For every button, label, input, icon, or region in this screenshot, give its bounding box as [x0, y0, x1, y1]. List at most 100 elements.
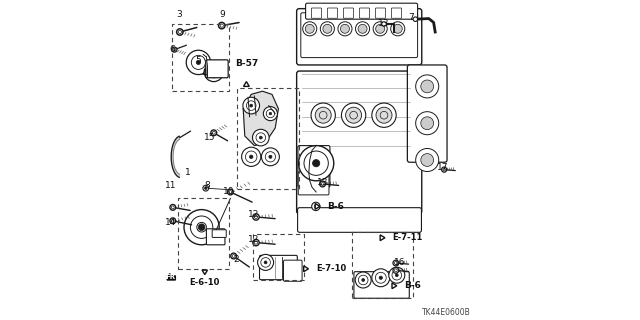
Circle shape: [376, 24, 385, 33]
Circle shape: [356, 22, 370, 36]
FancyBboxPatch shape: [260, 255, 297, 280]
Circle shape: [305, 24, 314, 33]
Text: 9: 9: [220, 10, 225, 19]
Circle shape: [303, 22, 317, 36]
Circle shape: [211, 130, 216, 136]
Circle shape: [320, 181, 326, 187]
Polygon shape: [244, 82, 250, 86]
Text: B-57: B-57: [235, 60, 258, 68]
Circle shape: [219, 22, 225, 29]
Circle shape: [312, 160, 320, 167]
Circle shape: [421, 117, 434, 130]
Circle shape: [298, 146, 334, 181]
Text: E-7-10: E-7-10: [316, 264, 346, 273]
Text: 7: 7: [408, 13, 414, 22]
Circle shape: [373, 22, 387, 36]
FancyBboxPatch shape: [297, 71, 422, 214]
Circle shape: [355, 272, 371, 288]
FancyBboxPatch shape: [206, 229, 225, 245]
Text: 13: 13: [317, 178, 329, 187]
FancyBboxPatch shape: [375, 8, 385, 18]
Polygon shape: [392, 283, 397, 289]
Text: E-6-10: E-6-10: [189, 278, 220, 287]
Circle shape: [269, 155, 272, 158]
Text: 4: 4: [202, 69, 207, 78]
Circle shape: [170, 204, 175, 210]
Text: 15: 15: [204, 133, 215, 142]
Circle shape: [338, 22, 352, 36]
Text: 3: 3: [177, 10, 182, 19]
Circle shape: [342, 103, 366, 127]
Text: 16: 16: [394, 258, 406, 267]
Text: 2: 2: [233, 255, 239, 264]
Circle shape: [372, 103, 396, 127]
FancyBboxPatch shape: [298, 146, 330, 187]
FancyBboxPatch shape: [328, 8, 338, 18]
Polygon shape: [315, 204, 320, 209]
Circle shape: [312, 202, 320, 211]
Text: B-6: B-6: [404, 281, 420, 290]
Circle shape: [264, 261, 267, 264]
Circle shape: [269, 112, 271, 115]
Circle shape: [253, 129, 269, 146]
Circle shape: [198, 224, 205, 230]
Text: 11: 11: [165, 181, 176, 190]
FancyBboxPatch shape: [344, 8, 354, 18]
Polygon shape: [380, 235, 385, 241]
Circle shape: [186, 50, 211, 75]
Circle shape: [264, 107, 278, 121]
Circle shape: [358, 24, 367, 33]
Circle shape: [393, 260, 399, 266]
Circle shape: [228, 189, 234, 195]
Polygon shape: [304, 266, 308, 272]
Circle shape: [323, 24, 332, 33]
Bar: [253, 234, 304, 280]
Polygon shape: [202, 270, 207, 275]
FancyBboxPatch shape: [298, 172, 329, 195]
FancyBboxPatch shape: [312, 8, 322, 18]
Circle shape: [311, 103, 335, 127]
Circle shape: [340, 24, 349, 33]
Circle shape: [379, 276, 383, 279]
Circle shape: [393, 268, 399, 273]
Circle shape: [212, 70, 216, 74]
Circle shape: [413, 17, 418, 21]
Circle shape: [253, 239, 259, 246]
FancyBboxPatch shape: [206, 60, 228, 78]
FancyBboxPatch shape: [306, 3, 418, 19]
Circle shape: [421, 80, 434, 93]
Circle shape: [243, 97, 260, 114]
Bar: [237, 88, 300, 189]
Text: 8: 8: [205, 181, 210, 190]
Circle shape: [259, 136, 262, 139]
Circle shape: [421, 154, 434, 166]
Circle shape: [172, 47, 177, 52]
Circle shape: [170, 218, 175, 224]
Circle shape: [203, 185, 209, 191]
FancyBboxPatch shape: [408, 65, 447, 162]
Circle shape: [442, 167, 447, 172]
Polygon shape: [172, 136, 180, 177]
Circle shape: [416, 112, 439, 135]
Circle shape: [242, 147, 261, 166]
Circle shape: [231, 253, 237, 259]
Text: FR.: FR.: [166, 274, 179, 280]
Circle shape: [372, 269, 390, 287]
FancyBboxPatch shape: [392, 8, 402, 18]
FancyBboxPatch shape: [354, 272, 410, 298]
Text: 1: 1: [186, 168, 191, 177]
Polygon shape: [243, 91, 278, 146]
Circle shape: [321, 22, 335, 36]
Circle shape: [205, 187, 207, 189]
Circle shape: [262, 148, 279, 166]
Bar: [352, 232, 413, 298]
Polygon shape: [167, 274, 175, 280]
FancyBboxPatch shape: [298, 208, 422, 232]
Text: 17: 17: [436, 164, 448, 172]
Bar: [178, 198, 229, 269]
Text: E-7-11: E-7-11: [392, 233, 422, 242]
Text: 12: 12: [248, 236, 259, 244]
Text: 13: 13: [378, 20, 390, 28]
Circle shape: [393, 24, 403, 33]
FancyBboxPatch shape: [360, 8, 370, 18]
